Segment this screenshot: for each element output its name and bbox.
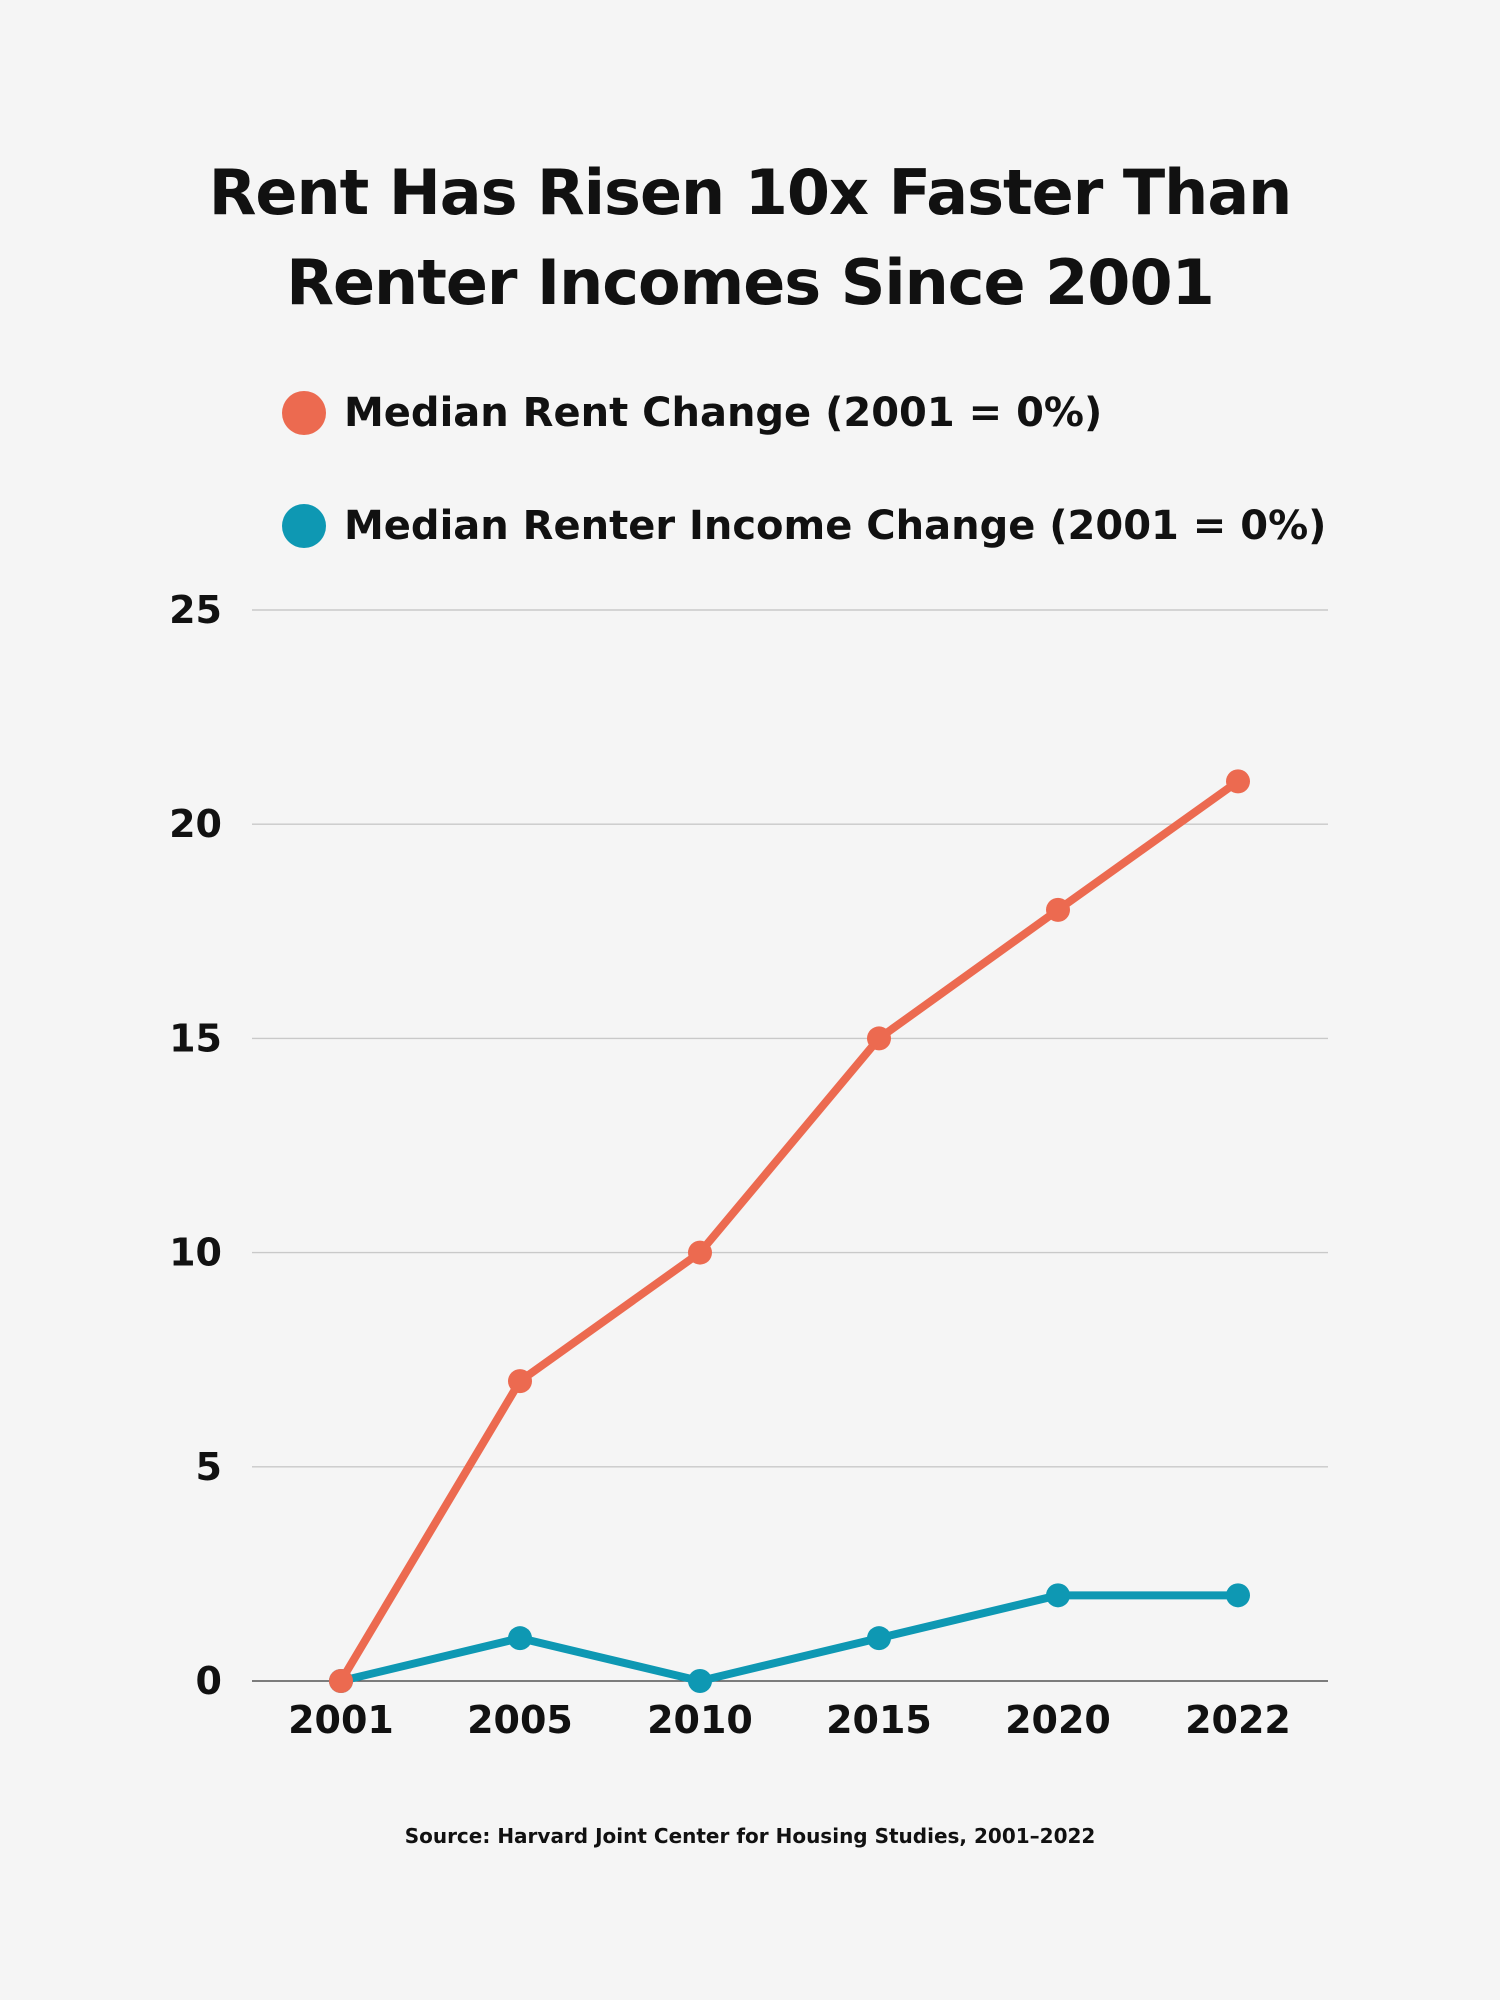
y-tick-label-20: 20 <box>169 802 222 846</box>
point-income-2015 <box>867 1626 891 1651</box>
point-income-2010 <box>688 1669 712 1693</box>
x-tick-label-2005: 2005 <box>467 1698 573 1742</box>
x-tick-label-2001: 2001 <box>288 1698 394 1742</box>
point-rent-2010 <box>688 1240 712 1265</box>
y-tick-label-0: 0 <box>196 1659 222 1703</box>
x-tick-label-2015: 2015 <box>826 1698 932 1742</box>
chart-title-line-2: Renter Incomes Since 2001 <box>286 246 1214 319</box>
point-income-2020 <box>1046 1583 1070 1608</box>
legend-item-income: Median Renter Income Change (2001 = 0%) <box>282 501 1326 551</box>
point-income-2005 <box>508 1626 532 1651</box>
point-rent-2001 <box>329 1669 353 1693</box>
point-rent-2015 <box>867 1026 891 1051</box>
legend-label-income: Median Renter Income Change (2001 = 0%) <box>344 503 1327 549</box>
y-tick-label-5: 5 <box>196 1445 222 1489</box>
legend-swatch-rent <box>282 391 326 435</box>
y-tick-label-10: 10 <box>169 1231 222 1275</box>
legend-item-rent: Median Rent Change (2001 = 0%) <box>282 388 1326 438</box>
series-line-income <box>337 1591 1242 1685</box>
point-rent-2020 <box>1046 897 1070 922</box>
x-tick-label-2020: 2020 <box>1005 1698 1111 1742</box>
legend: Median Rent Change (2001 = 0%) Median Re… <box>282 388 1326 614</box>
point-rent-2022 <box>1226 769 1250 794</box>
legend-label-rent: Median Rent Change (2001 = 0%) <box>344 390 1103 436</box>
point-rent-2005 <box>508 1369 532 1394</box>
x-tick-label-2022: 2022 <box>1185 1698 1291 1742</box>
chart-title-line-1: Rent Has Risen 10x Faster Than <box>208 156 1293 229</box>
point-income-2022 <box>1226 1583 1250 1608</box>
legend-swatch-income <box>282 504 326 548</box>
y-tick-label-25: 25 <box>169 588 222 632</box>
series-line-rent <box>337 777 1242 1685</box>
source-note: Source: Harvard Joint Center for Housing… <box>404 1824 1096 1848</box>
x-tick-label-2010: 2010 <box>647 1698 753 1742</box>
y-tick-label-15: 15 <box>169 1016 222 1060</box>
chart-title: Rent Has Risen 10x Faster Than Renter In… <box>0 148 1500 328</box>
